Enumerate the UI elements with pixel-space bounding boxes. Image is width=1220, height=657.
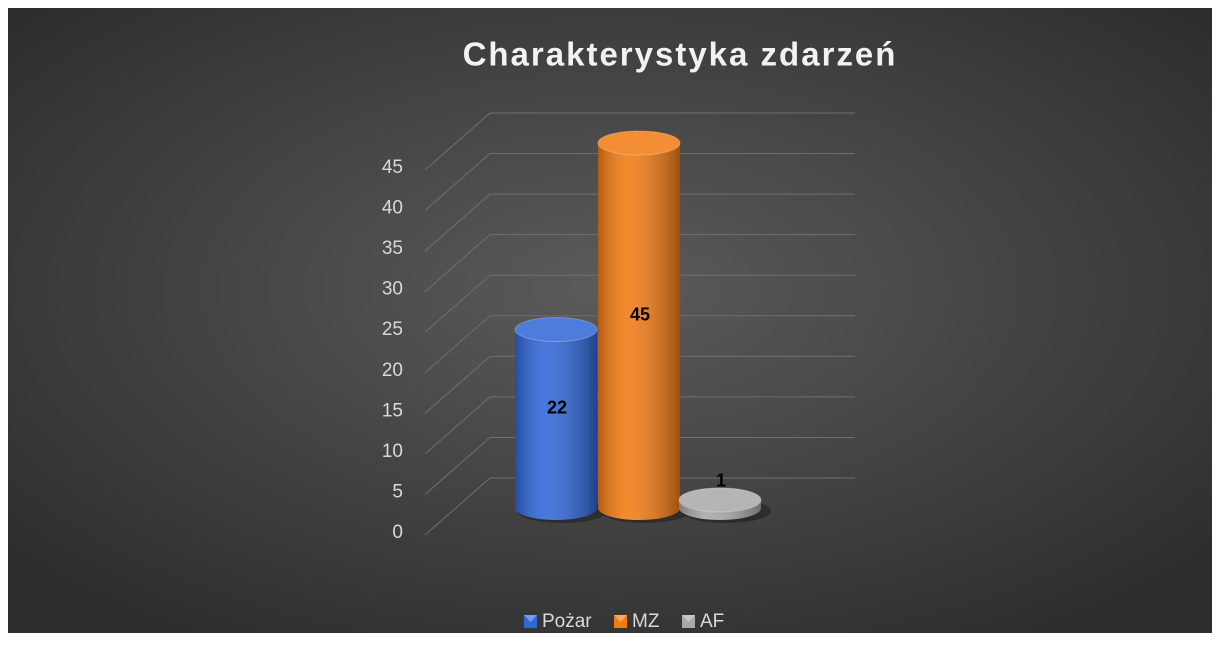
bar-top-shading — [598, 131, 680, 155]
y-tick-label: 40 — [382, 198, 403, 219]
bar-top — [678, 487, 762, 513]
y-tick-label: 5 — [392, 481, 403, 502]
bar-shading — [598, 143, 680, 520]
legend-label: AF — [700, 611, 724, 632]
bar-top-shading — [679, 487, 761, 512]
legend-swatch-top — [524, 615, 537, 622]
grid-line — [424, 274, 491, 333]
legend-label: Pożar — [542, 611, 592, 632]
bar-top-shading — [515, 317, 597, 342]
bar-top — [597, 130, 681, 156]
legend-label: MZ — [632, 611, 660, 632]
y-tick-label: 35 — [382, 238, 403, 259]
y-tick-label: 20 — [382, 360, 403, 381]
y-tick-label: 10 — [382, 441, 403, 462]
legend-swatch — [524, 615, 537, 628]
data-label: 22 — [547, 398, 567, 418]
grid-line — [424, 193, 491, 252]
legend-swatch — [614, 615, 627, 628]
bar-shading — [515, 329, 597, 520]
grid-line — [424, 112, 491, 171]
chart-title: Charakterystyka zdarzeń — [463, 36, 898, 73]
legend-swatch-top — [682, 615, 695, 622]
grid-line — [424, 437, 491, 495]
y-tick-label: 30 — [382, 279, 403, 300]
y-tick-label: 0 — [392, 522, 403, 543]
grid-line — [424, 477, 491, 536]
y-tick-label: 25 — [382, 319, 403, 340]
y-tick-label: 15 — [382, 400, 403, 421]
y-tick-label: 45 — [382, 157, 403, 178]
grid-line — [424, 396, 491, 455]
grid-line — [424, 234, 491, 293]
data-label: 45 — [630, 304, 650, 324]
data-label: 1 — [716, 471, 726, 491]
grid-line — [424, 315, 491, 374]
legend-swatch-top — [614, 615, 627, 622]
grid-line — [424, 355, 491, 414]
grid-line — [424, 153, 491, 211]
legend-swatch — [682, 615, 695, 628]
bar-top — [514, 317, 598, 343]
